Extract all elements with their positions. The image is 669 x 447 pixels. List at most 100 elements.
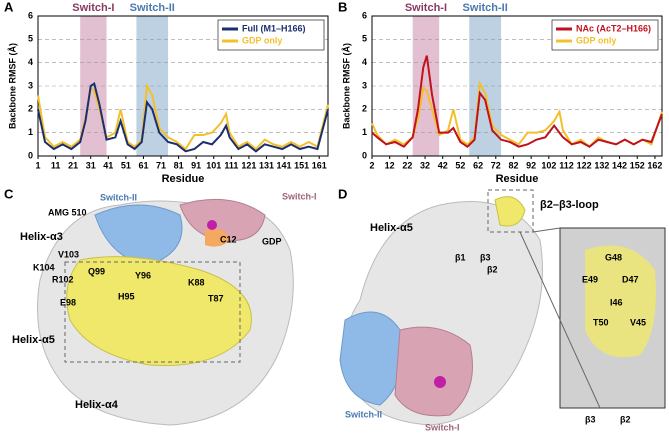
structure-label: Y96 <box>135 270 151 280</box>
x-tick-label: 142 <box>612 160 627 170</box>
x-tick-label: 2 <box>369 160 374 170</box>
x-tick-label: 152 <box>630 160 645 170</box>
y-tick-label: 6 <box>362 10 367 20</box>
panel-letter: B <box>338 0 347 14</box>
structure-label: Switch-II <box>100 192 137 202</box>
structure-label: Q99 <box>88 266 105 276</box>
legend-box <box>217 19 325 51</box>
legend-label: Full (M1–H166) <box>242 23 306 33</box>
x-tick-label: 31 <box>86 160 96 170</box>
structure-label: β2 <box>620 414 631 424</box>
x-tick-label: 72 <box>491 160 501 170</box>
y-tick-label: 2 <box>362 104 367 114</box>
legend-label: GDP only <box>576 35 616 45</box>
y-tick-label: 5 <box>362 34 367 44</box>
y-tick-label: 4 <box>28 57 33 67</box>
y-tick-label: 3 <box>28 80 33 90</box>
legend-label: GDP only <box>242 35 282 45</box>
structure-label: β2–β3-loop <box>540 199 599 211</box>
structure-label: β1 <box>455 252 466 262</box>
structure-label: Helix-α3 <box>20 231 63 243</box>
structure-label: GDP <box>262 236 282 246</box>
structure-label: Helix-α5 <box>12 334 55 346</box>
series-line <box>371 55 663 148</box>
legend-label: NAc (AcT2–H166) <box>576 23 651 33</box>
region-label: Switch-I <box>405 2 447 14</box>
x-tick-label: 132 <box>594 160 609 170</box>
structure-label: E98 <box>60 297 76 307</box>
x-tick-label: 92 <box>526 160 536 170</box>
x-tick-label: 102 <box>541 160 556 170</box>
x-tick-label: 121 <box>241 160 256 170</box>
series-line <box>37 82 329 153</box>
panel-letter: C <box>4 186 14 201</box>
structure-label: H95 <box>118 291 135 301</box>
y-tick-label: 0 <box>362 150 367 160</box>
panel-letter: A <box>4 0 14 14</box>
x-tick-label: 141 <box>277 160 292 170</box>
structure-label: K88 <box>188 277 205 287</box>
structure-label: Helix-α5 <box>370 222 413 234</box>
structure-label: β3 <box>585 414 596 424</box>
structure-label: AMG 510 <box>48 207 87 217</box>
x-tick-label: 162 <box>647 160 662 170</box>
structure-label: C12 <box>220 234 237 244</box>
structure-label: Switch-II <box>345 409 382 419</box>
y-axis-label: Backbone RMSF (Å) <box>7 43 17 129</box>
structure-label: V45 <box>630 317 646 327</box>
x-tick-label: 12 <box>385 160 395 170</box>
structure-label: T87 <box>208 293 224 303</box>
x-tick-label: 41 <box>103 160 113 170</box>
y-axis-label: Backbone RMSF (Å) <box>341 43 351 129</box>
x-tick-label: 22 <box>402 160 412 170</box>
structure-d <box>339 189 666 426</box>
x-tick-label: 21 <box>68 160 78 170</box>
structure-label: K104 <box>33 262 55 272</box>
region-label: Switch-II <box>130 2 175 14</box>
x-tick-label: 61 <box>138 160 148 170</box>
x-tick-label: 112 <box>559 160 574 170</box>
region-label: Switch-I <box>72 2 114 14</box>
y-tick-label: 0 <box>28 150 33 160</box>
plot-frame <box>371 15 663 157</box>
x-axis-label: Residue <box>496 173 539 185</box>
x-tick-label: 101 <box>206 160 221 170</box>
x-tick-label: 42 <box>438 160 448 170</box>
x-axis-label: Residue <box>162 173 205 185</box>
structure-c <box>37 198 294 426</box>
structure-label: Switch-I <box>282 191 317 201</box>
x-tick-label: 131 <box>259 160 274 170</box>
panel-letter: D <box>338 186 347 201</box>
y-tick-label: 4 <box>362 57 367 67</box>
structure-label: R102 <box>52 274 74 284</box>
x-tick-label: 11 <box>51 160 61 170</box>
x-tick-label: 122 <box>577 160 592 170</box>
structure-label: V103 <box>58 249 79 259</box>
plot-frame <box>37 15 329 157</box>
y-tick-label: 6 <box>28 10 33 20</box>
y-tick-label: 1 <box>362 127 367 137</box>
structure-label: Switch-I <box>425 422 460 432</box>
structure-label: G48 <box>605 252 622 262</box>
x-tick-label: 111 <box>224 160 238 170</box>
y-tick-label: 2 <box>28 104 33 114</box>
region-label: Switch-II <box>463 2 508 14</box>
legend-box <box>551 19 659 51</box>
structure-label: I46 <box>610 297 623 307</box>
structure-label: β3 <box>480 252 491 262</box>
x-tick-label: 81 <box>174 160 184 170</box>
structure-label: Helix-α4 <box>75 399 119 411</box>
structure-label: T50 <box>593 317 609 327</box>
structure-label: E49 <box>582 274 598 284</box>
structure-label: D47 <box>622 274 639 284</box>
x-tick-label: 62 <box>473 160 483 170</box>
y-tick-label: 3 <box>362 80 367 90</box>
y-tick-label: 5 <box>28 34 33 44</box>
x-tick-label: 52 <box>455 160 465 170</box>
x-tick-label: 82 <box>508 160 518 170</box>
x-tick-label: 32 <box>420 160 430 170</box>
x-tick-label: 151 <box>294 160 309 170</box>
y-tick-label: 1 <box>28 127 33 137</box>
x-tick-label: 91 <box>191 160 201 170</box>
